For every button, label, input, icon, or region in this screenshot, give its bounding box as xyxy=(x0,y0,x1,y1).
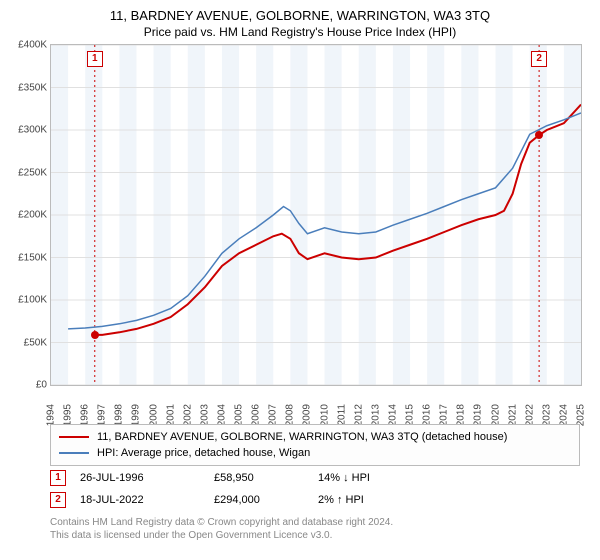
legend-item: HPI: Average price, detached house, Wiga… xyxy=(59,445,571,461)
x-axis-tick: 1999 xyxy=(131,404,142,426)
sale-delta: 14% ↓ HPI xyxy=(318,472,438,484)
chart-subtitle: Price paid vs. HM Land Registry's House … xyxy=(0,23,600,43)
legend-swatch xyxy=(59,452,89,454)
x-axis-tick: 2011 xyxy=(336,404,347,426)
legend-label: HPI: Average price, detached house, Wiga… xyxy=(97,447,310,459)
x-axis-tick: 2015 xyxy=(405,404,416,426)
x-axis-tick: 2009 xyxy=(302,404,313,426)
x-axis-tick: 2021 xyxy=(507,404,518,426)
sale-row-1: 1 26-JUL-1996 £58,950 14% ↓ HPI xyxy=(50,467,580,489)
sale-marker: 2 xyxy=(50,492,66,508)
y-axis-tick: £300K xyxy=(5,125,47,136)
y-axis-tick: £150K xyxy=(5,252,47,263)
chart-svg xyxy=(51,45,581,385)
x-axis-tick: 2006 xyxy=(251,404,262,426)
y-axis-tick: £100K xyxy=(5,295,47,306)
chart-plot-area: £0£50K£100K£150K£200K£250K£300K£350K£400… xyxy=(50,44,582,386)
footer-line-2: This data is licensed under the Open Gov… xyxy=(50,529,580,542)
x-axis-tick: 2000 xyxy=(148,404,159,426)
y-axis-tick: £200K xyxy=(5,210,47,221)
sale-row-2: 2 18-JUL-2022 £294,000 2% ↑ HPI xyxy=(50,489,580,511)
y-axis-tick: £50K xyxy=(5,337,47,348)
x-axis-tick: 2024 xyxy=(558,404,569,426)
x-axis-tick: 1996 xyxy=(80,404,91,426)
x-axis-tick: 2017 xyxy=(439,404,450,426)
x-axis-tick: 2001 xyxy=(165,404,176,426)
sale-marker: 1 xyxy=(50,470,66,486)
x-axis-tick: 2013 xyxy=(370,404,381,426)
x-axis-tick: 2018 xyxy=(456,404,467,426)
y-axis-tick: £400K xyxy=(5,40,47,51)
x-axis-tick: 2007 xyxy=(268,404,279,426)
x-axis-tick: 2002 xyxy=(182,404,193,426)
y-axis-tick: £0 xyxy=(5,380,47,391)
legend-item: 11, BARDNEY AVENUE, GOLBORNE, WARRINGTON… xyxy=(59,429,571,445)
y-axis-tick: £350K xyxy=(5,82,47,93)
x-axis-tick: 2012 xyxy=(353,404,364,426)
x-axis-tick: 2005 xyxy=(234,404,245,426)
x-axis-tick: 2003 xyxy=(199,404,210,426)
y-axis-tick: £250K xyxy=(5,167,47,178)
event-marker-2: 2 xyxy=(531,51,547,67)
legend: 11, BARDNEY AVENUE, GOLBORNE, WARRINGTON… xyxy=(50,424,580,466)
x-axis-tick: 2020 xyxy=(490,404,501,426)
event-marker-1: 1 xyxy=(87,51,103,67)
sale-price: £294,000 xyxy=(214,494,304,506)
x-axis-tick: 2004 xyxy=(216,404,227,426)
x-axis-tick: 1998 xyxy=(114,404,125,426)
event-dot-2 xyxy=(535,131,543,139)
event-dot-1 xyxy=(91,331,99,339)
x-axis-tick: 2010 xyxy=(319,404,330,426)
x-axis-tick: 2022 xyxy=(524,404,535,426)
x-axis-tick: 2014 xyxy=(387,404,398,426)
sale-date: 26-JUL-1996 xyxy=(80,472,200,484)
legend-label: 11, BARDNEY AVENUE, GOLBORNE, WARRINGTON… xyxy=(97,431,507,443)
legend-swatch xyxy=(59,436,89,438)
x-axis-tick: 2008 xyxy=(285,404,296,426)
footer-attribution: Contains HM Land Registry data © Crown c… xyxy=(50,516,580,542)
x-axis-tick: 2023 xyxy=(541,404,552,426)
sales-table: 1 26-JUL-1996 £58,950 14% ↓ HPI 2 18-JUL-2022… xyxy=(50,467,580,511)
x-axis-tick: 2016 xyxy=(422,404,433,426)
x-axis-tick: 1994 xyxy=(46,404,57,426)
footer-line-1: Contains HM Land Registry data © Crown c… xyxy=(50,516,580,529)
sale-price: £58,950 xyxy=(214,472,304,484)
x-axis-tick: 2019 xyxy=(473,404,484,426)
x-axis-tick: 1997 xyxy=(97,404,108,426)
sale-delta: 2% ↑ HPI xyxy=(318,494,438,506)
chart-title: 11, BARDNEY AVENUE, GOLBORNE, WARRINGTON… xyxy=(0,0,600,23)
sale-date: 18-JUL-2022 xyxy=(80,494,200,506)
x-axis-tick: 1995 xyxy=(63,404,74,426)
x-axis-tick: 2025 xyxy=(576,404,587,426)
chart-container: 11, BARDNEY AVENUE, GOLBORNE, WARRINGTON… xyxy=(0,0,600,560)
